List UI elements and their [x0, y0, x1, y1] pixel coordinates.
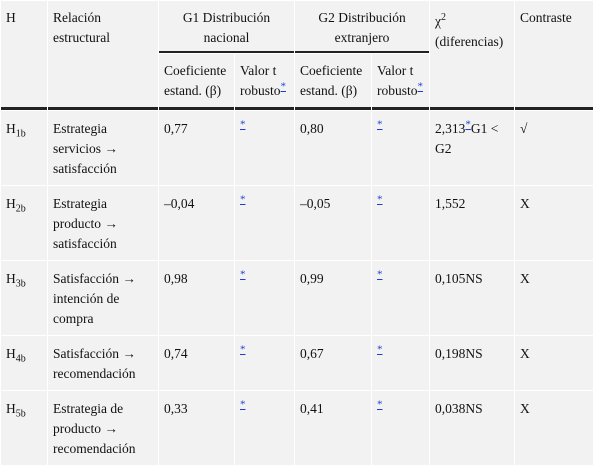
subheader-cell: Coeficiente estand. (β) — [159, 54, 234, 110]
coef-cell: –0,05 — [295, 186, 372, 260]
coef-cell: 0,41 — [295, 391, 372, 465]
subheader-text: Valor t robusto — [240, 63, 281, 98]
data-row: H5b Estrategia de producto → recomendació… — [1, 391, 593, 465]
t-cell: * — [372, 391, 430, 465]
table-body: H1b Estrategia servicios → satisfacción 0,… — [1, 111, 593, 465]
contrast-cell: X — [515, 261, 593, 335]
coef-cell: 0,33 — [159, 391, 234, 465]
coef-cell: 0,74 — [159, 336, 234, 390]
chi-cell: 0,198NS — [430, 336, 515, 390]
footnote-link[interactable]: * — [377, 193, 383, 206]
header-cell: Relación estructural — [48, 1, 158, 110]
hypothesis-cell: H2b — [1, 186, 47, 260]
t-cell: * — [372, 186, 430, 260]
subheader-cell: Valor t robusto* — [372, 54, 430, 110]
header-cell: χ2 (diferencias) — [430, 1, 515, 110]
contrast-cell: X — [515, 336, 593, 390]
header-row: H Relación estructural G1 Distribución nac… — [1, 1, 593, 110]
chi-symbol: χ — [435, 13, 442, 29]
contrast-cell: X — [515, 391, 593, 465]
relation-cell: Estrategia de producto → recomendación — [48, 391, 158, 465]
chi-value: 0,038NS — [435, 401, 483, 416]
footnote-link[interactable]: * — [240, 193, 246, 206]
chi-value: 2,313 — [435, 121, 466, 136]
contrast-cell: X — [515, 186, 593, 260]
superscript: 2 — [441, 12, 447, 23]
subheader-cell: Valor t robusto* — [235, 54, 295, 110]
subscript: 1b — [15, 128, 26, 140]
footnote-link[interactable]: * — [377, 398, 383, 411]
footnote-link[interactable]: * — [240, 343, 246, 356]
header-row: Coeficiente estand. (β) Valor t robusto* C… — [1, 54, 593, 110]
relation-cell: Satisfacción → recomendación — [48, 336, 158, 390]
coef-cell: 0,98 — [159, 261, 234, 335]
contrast-cell: √ — [515, 111, 593, 185]
chi-note: G1 < G2 — [435, 121, 499, 156]
footnote-link[interactable]: * — [240, 268, 246, 281]
footnote-link[interactable]: * — [377, 343, 383, 356]
t-cell: * — [372, 111, 430, 185]
relation-cell: Estrategia servicios → satisfacción — [48, 111, 158, 185]
header-cell: Contraste — [515, 1, 593, 110]
coef-cell: 0,77 — [159, 111, 234, 185]
data-row: H3b Satisfacción → intención de compra 0,9… — [1, 261, 593, 335]
footnote-link[interactable]: * — [240, 118, 246, 131]
hypothesis-cell: H1b — [1, 111, 47, 185]
data-row: H2b Estrategia producto → satisfacción –0,… — [1, 186, 593, 260]
subscript: 2b — [15, 203, 26, 215]
subscript: 5b — [15, 408, 26, 420]
relation-cell: Satisfacción → intención de compra — [48, 261, 158, 335]
t-cell: * — [372, 261, 430, 335]
footnote-link[interactable]: * — [280, 80, 287, 93]
data-row: H1b Estrategia servicios → satisfacción 0,… — [1, 111, 593, 185]
coef-cell: 0,67 — [295, 336, 372, 390]
hypothesis-cell: H5b — [1, 391, 47, 465]
t-cell: * — [372, 336, 430, 390]
relation-cell: Estrategia producto → satisfacción — [48, 186, 158, 260]
footnote-link[interactable]: * — [377, 268, 383, 281]
hypothesis-cell: H4b — [1, 336, 47, 390]
table-header: H Relación estructural G1 Distribución nac… — [1, 1, 593, 110]
t-cell: * — [235, 391, 295, 465]
subscript: 3b — [15, 278, 26, 290]
chi-cell: 1,552 — [430, 186, 515, 260]
footnote-link[interactable]: * — [240, 398, 246, 411]
hypothesis: H — [6, 196, 16, 211]
subscript: 4b — [15, 353, 26, 365]
hypothesis-cell: H3b — [1, 261, 47, 335]
chi-value: 0,105NS — [435, 271, 483, 286]
t-cell: * — [235, 186, 295, 260]
hypothesis: H — [6, 346, 16, 361]
subheader-text: Valor t robusto — [377, 63, 418, 98]
hypothesis: H — [6, 121, 16, 136]
chi-label: (diferencias) — [435, 33, 504, 49]
group-header: G1 Distribución nacional — [159, 1, 295, 53]
chi-cell: 0,105NS — [430, 261, 515, 335]
coef-cell: –0,04 — [159, 186, 234, 260]
coef-cell: 0,99 — [295, 261, 372, 335]
t-cell: * — [235, 111, 295, 185]
hypothesis: H — [6, 271, 16, 286]
footnote-link[interactable]: * — [417, 80, 424, 93]
t-cell: * — [235, 261, 295, 335]
subheader-cell: Coeficiente estand. (β) — [295, 54, 372, 110]
t-cell: * — [235, 336, 295, 390]
chi-cell: 0,038NS — [430, 391, 515, 465]
chi-value: 0,198NS — [435, 346, 483, 361]
data-row: H4b Satisfacción → recomendación 0,74 * 0,67… — [1, 336, 593, 390]
coef-cell: 0,80 — [295, 111, 372, 185]
group-header: G2 Distribución extranjero — [295, 1, 430, 53]
footnote-link[interactable]: * — [465, 118, 471, 131]
footnote-link[interactable]: * — [377, 118, 383, 131]
chi-cell: 2,313*G1 < G2 — [430, 111, 515, 185]
header-cell: H — [1, 1, 47, 110]
hypothesis: H — [6, 401, 16, 416]
chi-value: 1,552 — [435, 196, 466, 211]
